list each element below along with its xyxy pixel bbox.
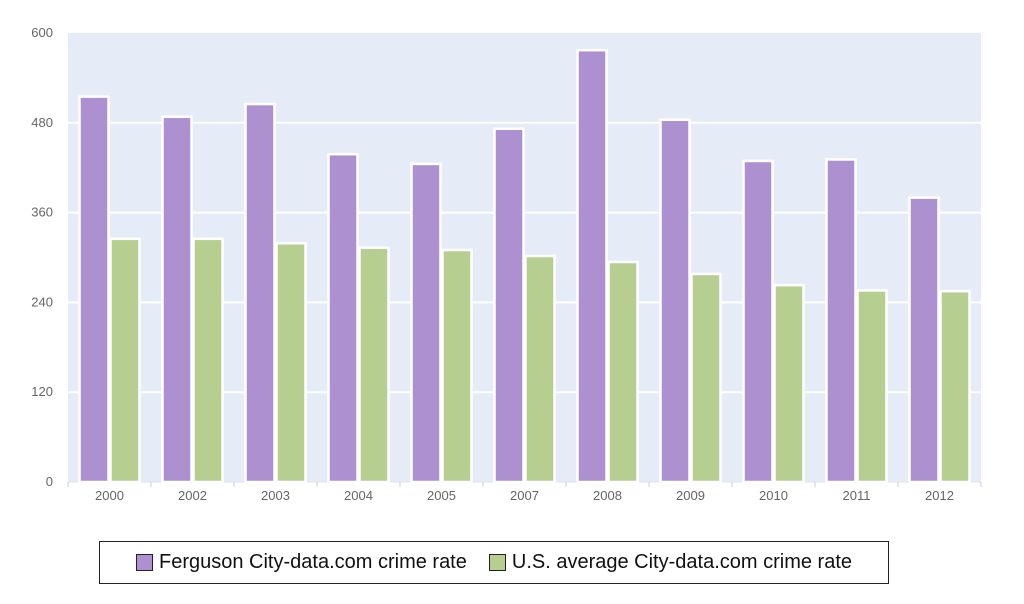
bars bbox=[78, 48, 971, 484]
y-tick-label: 600 bbox=[31, 25, 53, 40]
bar-us-average bbox=[939, 289, 971, 484]
bar-us-average bbox=[773, 283, 805, 484]
bar-ferguson bbox=[78, 95, 110, 484]
bar-us-average bbox=[109, 237, 141, 484]
x-tick-label: 2012 bbox=[925, 488, 954, 503]
x-tick-label: 2010 bbox=[759, 488, 788, 503]
x-axis: 2000 2002 2003 2004 2005 2007 2008 2009 2010 2011… bbox=[67, 482, 982, 503]
legend-swatch-ferguson bbox=[135, 554, 153, 571]
bar-ferguson bbox=[161, 115, 193, 484]
y-tick-label: 120 bbox=[31, 384, 53, 399]
bar-ferguson bbox=[659, 118, 691, 484]
bar-us-average bbox=[192, 237, 224, 484]
bar-us-average bbox=[607, 260, 639, 484]
legend-swatch-us-average bbox=[488, 554, 506, 571]
bar-us-average bbox=[358, 246, 390, 484]
x-tick-label: 2008 bbox=[593, 488, 622, 503]
y-tick-label: 240 bbox=[31, 294, 53, 309]
bar-us-average bbox=[275, 242, 307, 484]
bar-us-average bbox=[856, 289, 888, 484]
x-tick-label: 2000 bbox=[95, 488, 124, 503]
y-tick-label: 360 bbox=[31, 205, 53, 220]
bar-ferguson bbox=[410, 162, 442, 484]
bar-us-average bbox=[441, 248, 473, 484]
bar-us-average bbox=[690, 272, 722, 484]
legend: Ferguson City-data.com crime rate U.S. a… bbox=[99, 541, 889, 584]
x-tick-label: 2003 bbox=[261, 488, 290, 503]
bar-ferguson bbox=[576, 48, 608, 484]
y-axis: 0 120 240 360 480 600 bbox=[31, 25, 53, 489]
x-tick-label: 2002 bbox=[178, 488, 207, 503]
legend-item-us-average: U.S. average City-data.com crime rate bbox=[488, 551, 852, 574]
bar-ferguson bbox=[327, 152, 359, 484]
legend-item-ferguson: Ferguson City-data.com crime rate bbox=[135, 551, 467, 574]
legend-label-ferguson: Ferguson City-data.com crime rate bbox=[158, 551, 467, 573]
bar-ferguson bbox=[908, 196, 940, 484]
bar-ferguson bbox=[825, 158, 857, 484]
x-tick-label: 2005 bbox=[427, 488, 456, 503]
y-tick-label: 0 bbox=[46, 474, 53, 489]
legend-label-us-average: U.S. average City-data.com crime rate bbox=[511, 551, 852, 573]
x-tick-label: 2009 bbox=[676, 488, 705, 503]
bar-us-average bbox=[524, 254, 556, 484]
x-tick-label: 2004 bbox=[344, 488, 373, 503]
bar-ferguson bbox=[493, 127, 525, 484]
x-tick-label: 2011 bbox=[843, 488, 871, 503]
bar-ferguson bbox=[244, 102, 276, 484]
bar-ferguson bbox=[742, 159, 774, 484]
x-tick-label: 2007 bbox=[510, 488, 539, 503]
y-tick-label: 480 bbox=[31, 115, 53, 130]
